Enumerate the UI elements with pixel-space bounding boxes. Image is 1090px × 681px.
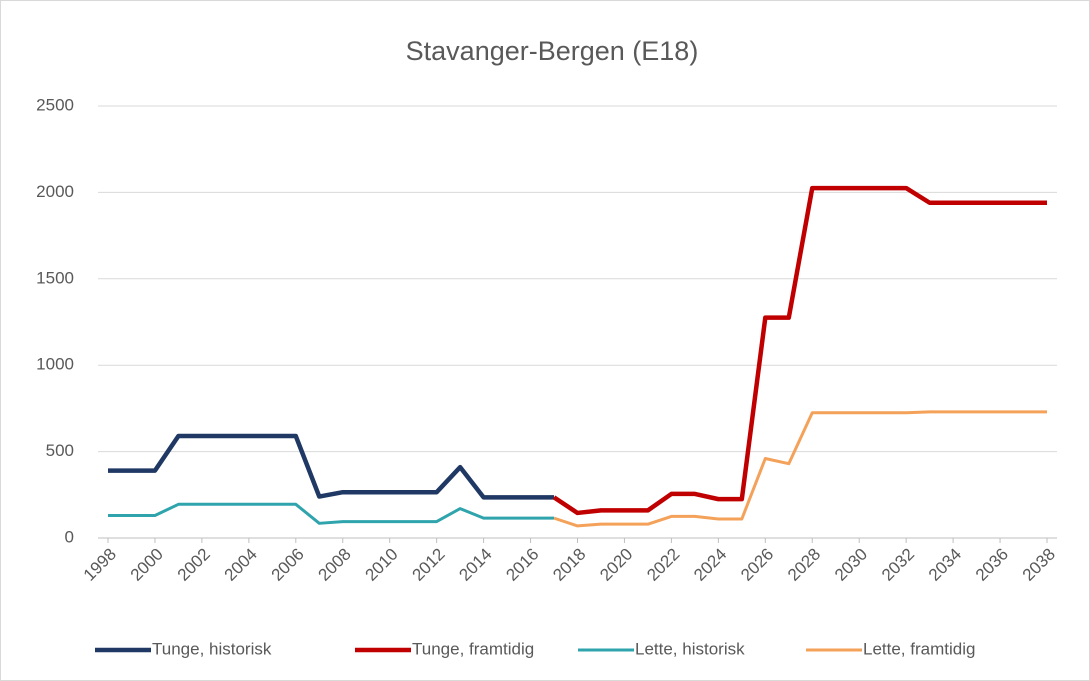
series-line [553, 410, 1047, 528]
y-tick-label: 1000 [36, 355, 74, 374]
y-tick-label: 2000 [36, 182, 74, 201]
y-tick-label: 2500 [36, 95, 74, 114]
y-tick-label: 0 [65, 527, 74, 546]
series-line [108, 502, 555, 525]
legend-label: Tunge, historisk [152, 639, 272, 658]
legend-label: Tunge, framtidig [412, 639, 534, 658]
y-tick-label: 500 [46, 441, 74, 460]
series-line [552, 185, 1047, 516]
chart-title: Stavanger-Bergen (E18) [406, 36, 699, 66]
legend-label: Lette, framtidig [863, 639, 975, 658]
series-line [108, 433, 555, 500]
y-tick-label: 1500 [36, 268, 74, 287]
legend-label: Lette, historisk [635, 639, 745, 658]
